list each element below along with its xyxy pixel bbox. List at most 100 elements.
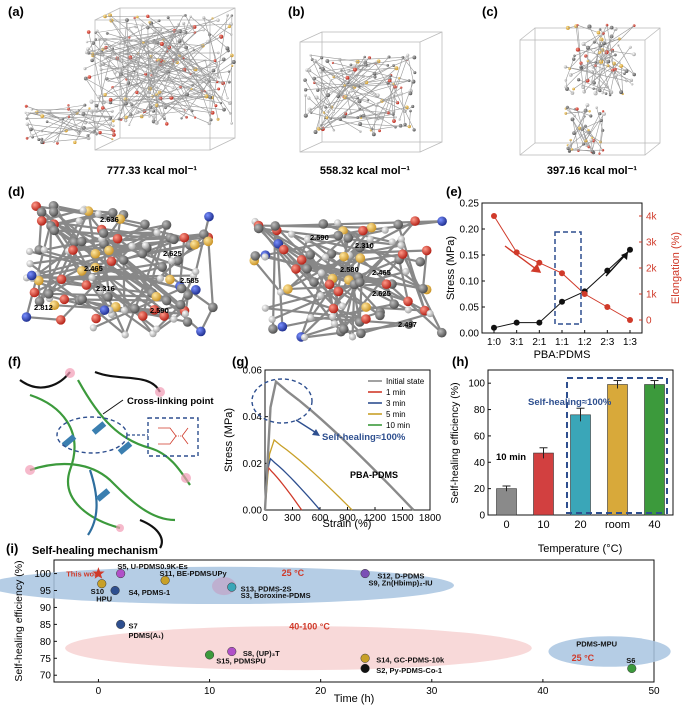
atom [601, 148, 605, 152]
atom [33, 275, 44, 286]
bond [583, 60, 589, 92]
atom [94, 103, 99, 108]
atom [217, 87, 221, 91]
x-tick-label: 1:3 [623, 337, 637, 348]
atom [386, 64, 390, 67]
atom [48, 207, 59, 217]
bond [304, 322, 410, 339]
atom [85, 40, 89, 44]
atom [576, 78, 581, 82]
atom [173, 255, 183, 266]
bond [340, 253, 404, 333]
distance-label: 2.590 [310, 233, 329, 242]
bond [126, 90, 205, 118]
time-annotation-h: 10 min [496, 452, 526, 463]
atom [410, 216, 420, 226]
atom [411, 104, 415, 109]
bond [48, 225, 53, 299]
distance-label: 2.590 [150, 306, 169, 315]
bond [572, 119, 590, 148]
atom [137, 311, 148, 321]
atom [277, 321, 288, 332]
atom [398, 118, 401, 121]
bond [106, 65, 219, 80]
atom [316, 88, 320, 92]
atom [103, 292, 113, 302]
bond [185, 15, 196, 33]
atom [366, 99, 370, 102]
atom [339, 251, 349, 262]
atom [189, 239, 200, 250]
pointer-line [102, 399, 124, 415]
bond [565, 66, 627, 82]
bond [280, 291, 367, 321]
distance-label: 2.316 [96, 284, 115, 293]
atom [219, 34, 224, 39]
atom [29, 127, 33, 132]
panel-c: (c) 397.16 kcal mol⁻¹ [482, 4, 661, 177]
bond [26, 315, 61, 321]
bond [145, 36, 222, 75]
atom [107, 79, 110, 83]
bond [294, 239, 309, 270]
bond [573, 120, 602, 134]
bond [83, 127, 114, 132]
bond [320, 71, 376, 78]
y-tick-label: 100 [468, 379, 485, 390]
atom [169, 234, 179, 245]
atom [330, 90, 333, 93]
atom [602, 112, 606, 116]
material-label-g: PBA-PDMS [350, 470, 398, 480]
bond [338, 73, 375, 94]
atom [332, 110, 336, 114]
atom [329, 313, 337, 321]
atom [582, 142, 585, 146]
atom [141, 241, 150, 249]
x-tick-label: 1:1 [555, 337, 569, 348]
atom [43, 289, 54, 299]
bond [336, 222, 424, 290]
atom [75, 217, 83, 225]
atom [604, 92, 608, 95]
bond [96, 105, 113, 130]
atom [570, 148, 574, 151]
bond [110, 97, 123, 101]
y-tick-label: 0.25 [460, 199, 480, 210]
point-label: -UPy [210, 569, 228, 578]
ball-stick-model-left [21, 200, 218, 339]
bond [253, 259, 282, 294]
scatter-point [627, 663, 637, 673]
bond [577, 24, 599, 33]
data-point [536, 319, 543, 326]
bond [612, 69, 625, 74]
atom [213, 59, 217, 63]
bond [68, 116, 90, 123]
y-tick-label: 85 [40, 620, 52, 631]
atom [103, 55, 108, 60]
atom [598, 28, 602, 31]
atom [582, 89, 586, 94]
atom [324, 105, 327, 109]
atom [79, 206, 87, 214]
atom [346, 81, 350, 85]
bond [179, 31, 212, 121]
scatter-point [227, 646, 237, 657]
x-tick-label: 20 [574, 519, 586, 531]
atom [183, 290, 193, 300]
molecule-cluster-c [563, 23, 637, 155]
bond [603, 33, 622, 93]
region-label: 40-100 °C [289, 621, 330, 631]
atom [135, 109, 140, 114]
y-tick-label: 75 [40, 654, 52, 665]
bond [181, 80, 210, 119]
scatter-point [110, 585, 120, 596]
atom [157, 262, 168, 272]
atom [227, 24, 231, 29]
point-label: S7 [128, 622, 137, 631]
atom [90, 58, 94, 63]
highlight-box-h [566, 377, 668, 514]
atom [103, 109, 106, 112]
bond [209, 15, 228, 124]
bond [38, 220, 81, 302]
atom [325, 116, 329, 119]
